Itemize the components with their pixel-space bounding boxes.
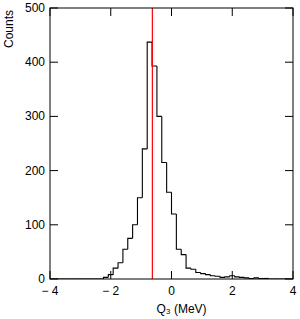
x-tick-top	[232, 8, 233, 16]
x-tick-label: − 4	[41, 284, 58, 298]
x-tick	[232, 271, 233, 279]
histogram-bin	[244, 277, 249, 279]
y-tick	[50, 62, 58, 63]
histogram-bin	[137, 198, 142, 225]
y-tick-label: 200	[25, 164, 45, 178]
histogram-bin	[162, 116, 167, 162]
y-tick	[50, 8, 58, 9]
x-tick-label: 2	[229, 284, 236, 298]
histogram-bin	[235, 276, 240, 277]
plot-area	[50, 8, 293, 279]
histogram-bin	[206, 274, 211, 275]
histogram-bin	[133, 225, 138, 239]
y-tick	[50, 170, 58, 171]
y-tick	[50, 224, 58, 225]
histogram-bin	[113, 268, 118, 275]
histogram-bin	[201, 272, 206, 273]
frame	[50, 8, 293, 279]
reference-line	[152, 8, 153, 279]
x-tick-label: 0	[168, 284, 175, 298]
x-tick	[293, 271, 294, 279]
y-tick	[50, 116, 58, 117]
y-tick-label: 400	[25, 55, 45, 69]
x-tick	[171, 271, 172, 279]
histogram-bin	[210, 275, 215, 276]
histogram-bin	[142, 149, 147, 198]
histogram-bin	[123, 249, 128, 263]
histogram-bin	[128, 238, 133, 249]
histogram-bin	[181, 249, 186, 254]
histogram-bin	[220, 276, 225, 277]
histogram-bin	[196, 269, 201, 272]
histogram-bin	[225, 276, 230, 278]
histogram-bin	[215, 275, 220, 277]
x-tick-top	[293, 8, 294, 16]
histogram-bin	[167, 162, 172, 192]
y-axis-title: Counts	[2, 10, 16, 48]
y-tick-label: 0	[38, 272, 45, 286]
y-tick-right	[285, 62, 293, 63]
x-axis-title: Q₃ (MeV)	[156, 302, 206, 316]
y-tick-label: 500	[25, 1, 45, 15]
x-tick	[110, 271, 111, 279]
x-tick-top	[171, 8, 172, 16]
histogram-bin	[186, 255, 191, 269]
y-tick-label: 100	[25, 218, 45, 232]
x-tick-label: 4	[290, 284, 297, 298]
y-tick	[50, 279, 58, 280]
histogram-bin	[176, 214, 181, 249]
histogram-bin	[157, 66, 162, 116]
y-tick-right	[285, 116, 293, 117]
y-tick-right	[285, 170, 293, 171]
x-tick-top	[50, 8, 51, 16]
x-tick	[50, 271, 51, 279]
histogram-bin	[240, 276, 245, 278]
x-tick-top	[110, 8, 111, 16]
histogram-bin	[172, 192, 177, 214]
y-tick-right	[285, 8, 293, 9]
histogram-bin	[191, 268, 196, 269]
y-tick-right	[285, 279, 293, 280]
chart: − 4 − 2 0 2 4 0 100 200 300 400 500 Q₃ (MeV) Counts	[0, 0, 300, 319]
histogram-bin	[118, 263, 123, 268]
y-tick-label: 300	[25, 109, 45, 123]
histogram-bin	[147, 42, 152, 149]
x-tick-label: − 2	[102, 284, 119, 298]
y-tick-right	[285, 224, 293, 225]
